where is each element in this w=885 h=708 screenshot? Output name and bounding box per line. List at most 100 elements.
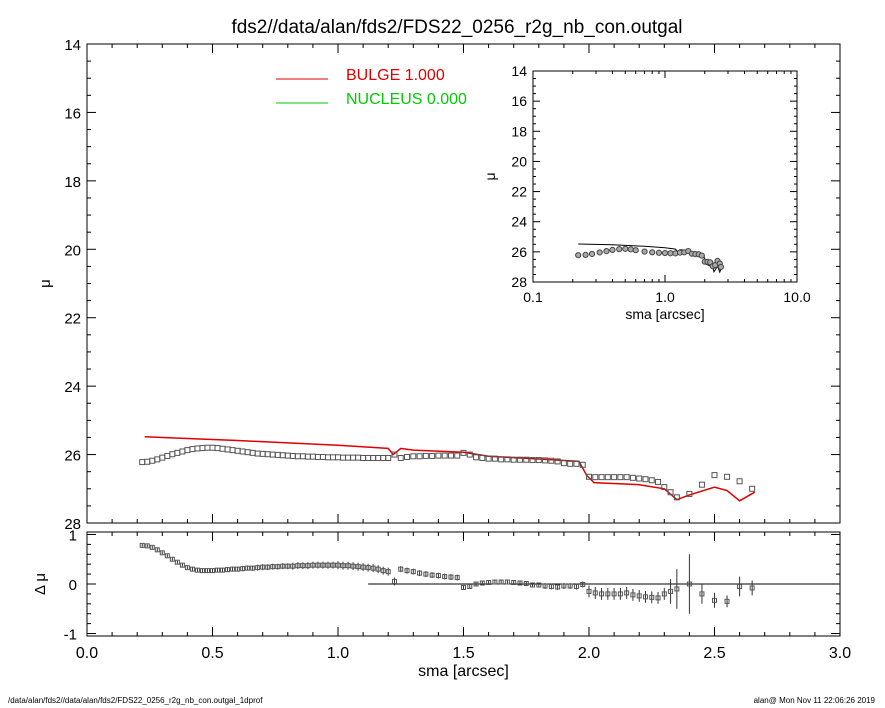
inset-x-tick-label: 0.1 <box>523 289 543 305</box>
residual-point <box>270 564 276 570</box>
data-point <box>623 474 630 481</box>
residual-point <box>586 588 592 594</box>
data-point <box>523 456 530 463</box>
residual-point <box>380 568 386 574</box>
data-point <box>329 454 336 461</box>
inset-x-tick-label: 10.0 <box>783 289 810 305</box>
residual-point <box>530 582 536 588</box>
legend: BULGE 1.000 NUCLEUS 0.000 <box>276 67 467 108</box>
inset-data-point <box>575 252 582 259</box>
residual-point <box>749 585 755 591</box>
residual-point <box>523 581 529 587</box>
residual-point <box>179 562 185 568</box>
residual-point <box>737 583 743 589</box>
data-point <box>460 449 467 456</box>
footer-timestamp: alan@ Mon Nov 11 22:06:26 2019 <box>753 696 875 705</box>
inset-data-point <box>582 251 589 258</box>
main-y-tick-label: 24 <box>64 379 81 396</box>
data-point <box>294 453 301 460</box>
residual-point <box>300 563 306 569</box>
data-point <box>529 457 536 464</box>
residual-point <box>517 580 523 586</box>
residual-point <box>305 563 311 569</box>
data-point <box>229 447 236 454</box>
residual-point <box>220 567 226 573</box>
inset-data-point <box>717 263 724 271</box>
data-point <box>204 444 211 451</box>
inset-x-tick-label: 1.0 <box>655 289 675 305</box>
inset-data-point <box>603 248 610 255</box>
residual-point <box>385 569 391 575</box>
residual-point <box>144 543 150 549</box>
residual-panel: 1 0 -10.0 0.5 1.0 1.5 2.0 2.5 3.0 sma [arcsec] Δ μ <box>32 527 851 680</box>
inset-data-point <box>616 246 623 253</box>
residual-point <box>630 592 636 598</box>
residual-point <box>498 579 504 585</box>
residual-point <box>240 566 246 572</box>
data-point <box>214 445 221 452</box>
inset-data-point <box>622 245 629 252</box>
residual-point <box>199 568 205 574</box>
main-y-tick-label: 20 <box>64 242 81 259</box>
x-tick-label: 1.0 <box>327 645 349 662</box>
residual-point <box>370 565 376 571</box>
residual-point <box>330 562 336 568</box>
data-point <box>724 473 731 480</box>
residual-point <box>599 591 605 597</box>
data-point <box>360 454 367 461</box>
data-point <box>416 453 423 460</box>
inset-data-point <box>667 250 674 257</box>
residual-point <box>210 568 215 574</box>
data-point <box>548 457 555 464</box>
data-point <box>661 484 668 491</box>
data-point <box>648 477 655 484</box>
residual-point <box>275 564 281 570</box>
data-point <box>711 472 718 479</box>
inset-y-axis-label: μ <box>482 172 498 180</box>
residual-point <box>605 591 611 597</box>
inset-data-point <box>641 248 648 255</box>
main-y-tick-label: 14 <box>64 37 81 54</box>
data-point <box>274 451 281 458</box>
residual-point <box>561 583 567 589</box>
data-point <box>404 453 411 460</box>
residual-point <box>724 598 730 604</box>
residual-point <box>290 563 296 569</box>
inset-data-point <box>609 246 616 253</box>
residual-point <box>174 559 180 565</box>
inset-y-tick-label: 18 <box>511 123 527 139</box>
residual-point <box>536 582 542 588</box>
residual-point <box>592 590 598 596</box>
legend-label-bulge: BULGE 1.000 <box>346 67 445 84</box>
data-point <box>219 445 226 452</box>
residual-point <box>360 564 366 570</box>
data-point <box>309 453 316 460</box>
residual-point <box>154 547 160 553</box>
data-point <box>567 460 574 467</box>
data-point <box>264 451 271 458</box>
inset-y-tick-label: 28 <box>511 274 527 290</box>
residual-point <box>225 567 231 573</box>
residual-point <box>230 566 236 572</box>
data-point <box>617 474 624 481</box>
residual-point <box>194 567 200 573</box>
data-point <box>299 453 306 460</box>
data-point <box>498 456 505 463</box>
inset-data-point <box>627 246 634 253</box>
data-point <box>604 474 611 481</box>
residual-y-tick-label: 0 <box>69 577 77 594</box>
residual-point <box>699 591 705 597</box>
residual-point <box>335 562 341 568</box>
residual-point <box>404 568 410 574</box>
data-point <box>324 454 331 461</box>
data-point <box>454 452 461 459</box>
residual-point <box>260 564 266 570</box>
inset-data-point <box>655 249 663 256</box>
residual-point <box>255 565 261 571</box>
residual-point <box>235 566 241 572</box>
inset-x-axis-label: sma [arcsec] <box>625 306 704 322</box>
residual-point <box>184 565 190 571</box>
data-point <box>289 452 296 459</box>
main-y-tick-label: 18 <box>64 174 81 191</box>
residual-point <box>642 594 648 600</box>
